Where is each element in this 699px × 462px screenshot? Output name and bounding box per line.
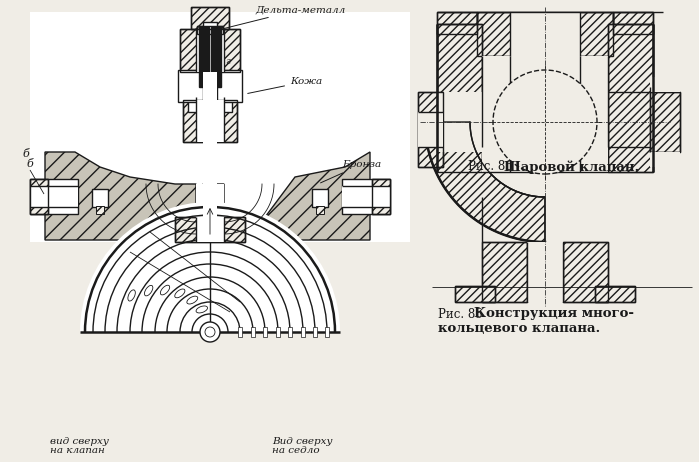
Bar: [92, 189, 108, 207]
Bar: [372, 179, 390, 214]
Text: на седло: на седло: [272, 446, 319, 455]
Bar: [650, 92, 680, 152]
Circle shape: [493, 70, 597, 174]
Bar: [183, 100, 237, 142]
Bar: [455, 286, 495, 302]
Text: г: г: [198, 47, 203, 56]
Text: Рис. 85: Рис. 85: [438, 308, 487, 321]
Bar: [196, 100, 224, 142]
Text: Шаровой клапан.: Шаровой клапан.: [504, 160, 640, 174]
Bar: [175, 217, 245, 242]
Bar: [482, 242, 527, 302]
Bar: [477, 12, 613, 56]
Bar: [418, 92, 443, 167]
Bar: [342, 179, 390, 214]
Wedge shape: [80, 202, 340, 332]
Bar: [196, 29, 224, 72]
Ellipse shape: [160, 285, 170, 295]
Bar: [437, 92, 482, 152]
Bar: [191, 7, 229, 29]
Bar: [482, 62, 545, 152]
Bar: [178, 70, 242, 102]
Text: б: б: [22, 149, 29, 159]
Bar: [251, 327, 255, 337]
Bar: [180, 29, 240, 72]
Circle shape: [200, 322, 220, 342]
Bar: [196, 184, 224, 240]
Text: г: г: [225, 57, 230, 66]
Bar: [418, 112, 443, 147]
Ellipse shape: [175, 289, 185, 298]
Bar: [211, 27, 221, 87]
Bar: [613, 12, 653, 34]
Bar: [316, 206, 324, 214]
Bar: [563, 242, 608, 302]
Bar: [650, 152, 680, 167]
Bar: [196, 217, 224, 242]
Bar: [175, 217, 245, 242]
Text: Дельта-металл: Дельта-металл: [212, 5, 345, 31]
Text: б: б: [26, 159, 33, 169]
Bar: [312, 189, 328, 207]
Bar: [372, 179, 390, 214]
Bar: [199, 27, 209, 87]
Bar: [276, 327, 280, 337]
Bar: [608, 24, 653, 172]
Bar: [455, 286, 495, 302]
Bar: [197, 26, 223, 34]
Bar: [595, 286, 635, 302]
Bar: [288, 327, 292, 337]
Bar: [325, 327, 329, 337]
Circle shape: [205, 327, 215, 337]
Ellipse shape: [128, 290, 136, 301]
Polygon shape: [425, 122, 545, 242]
Text: Рис. 86: Рис. 86: [468, 160, 517, 174]
Bar: [96, 206, 104, 214]
Bar: [183, 100, 237, 142]
Bar: [563, 242, 608, 302]
Bar: [30, 179, 78, 214]
Text: на клапан: на клапан: [50, 446, 105, 455]
Ellipse shape: [196, 306, 208, 313]
Polygon shape: [45, 152, 370, 240]
Bar: [203, 22, 217, 132]
Bar: [613, 12, 653, 34]
Bar: [650, 77, 680, 92]
Bar: [418, 92, 443, 167]
Bar: [30, 179, 48, 214]
Bar: [197, 26, 223, 34]
Bar: [191, 7, 229, 29]
Text: Кожа: Кожа: [247, 77, 322, 93]
Bar: [203, 72, 217, 242]
Bar: [313, 327, 317, 337]
Bar: [510, 12, 580, 56]
Text: Бронза: Бронза: [321, 160, 381, 183]
Text: кольцевого клапана.: кольцевого клапана.: [438, 322, 600, 335]
Ellipse shape: [187, 296, 198, 304]
Bar: [595, 286, 635, 302]
Bar: [301, 327, 305, 337]
Bar: [650, 92, 680, 152]
Text: Вид сверху: Вид сверху: [272, 437, 333, 446]
Text: вид сверху: вид сверху: [50, 437, 109, 446]
Bar: [238, 327, 242, 337]
Bar: [30, 179, 48, 214]
Text: Конструкция много-: Конструкция много-: [474, 308, 634, 321]
Bar: [188, 70, 232, 112]
Bar: [437, 24, 482, 172]
Ellipse shape: [145, 286, 153, 296]
Bar: [527, 242, 563, 302]
Bar: [437, 12, 477, 34]
Bar: [477, 12, 613, 56]
Bar: [437, 12, 477, 34]
Bar: [482, 242, 527, 302]
Bar: [30, 12, 410, 242]
Bar: [482, 56, 608, 172]
Bar: [180, 29, 240, 72]
Bar: [30, 186, 78, 207]
Bar: [437, 24, 482, 172]
Bar: [608, 24, 653, 172]
Bar: [263, 327, 267, 337]
Bar: [342, 186, 390, 207]
